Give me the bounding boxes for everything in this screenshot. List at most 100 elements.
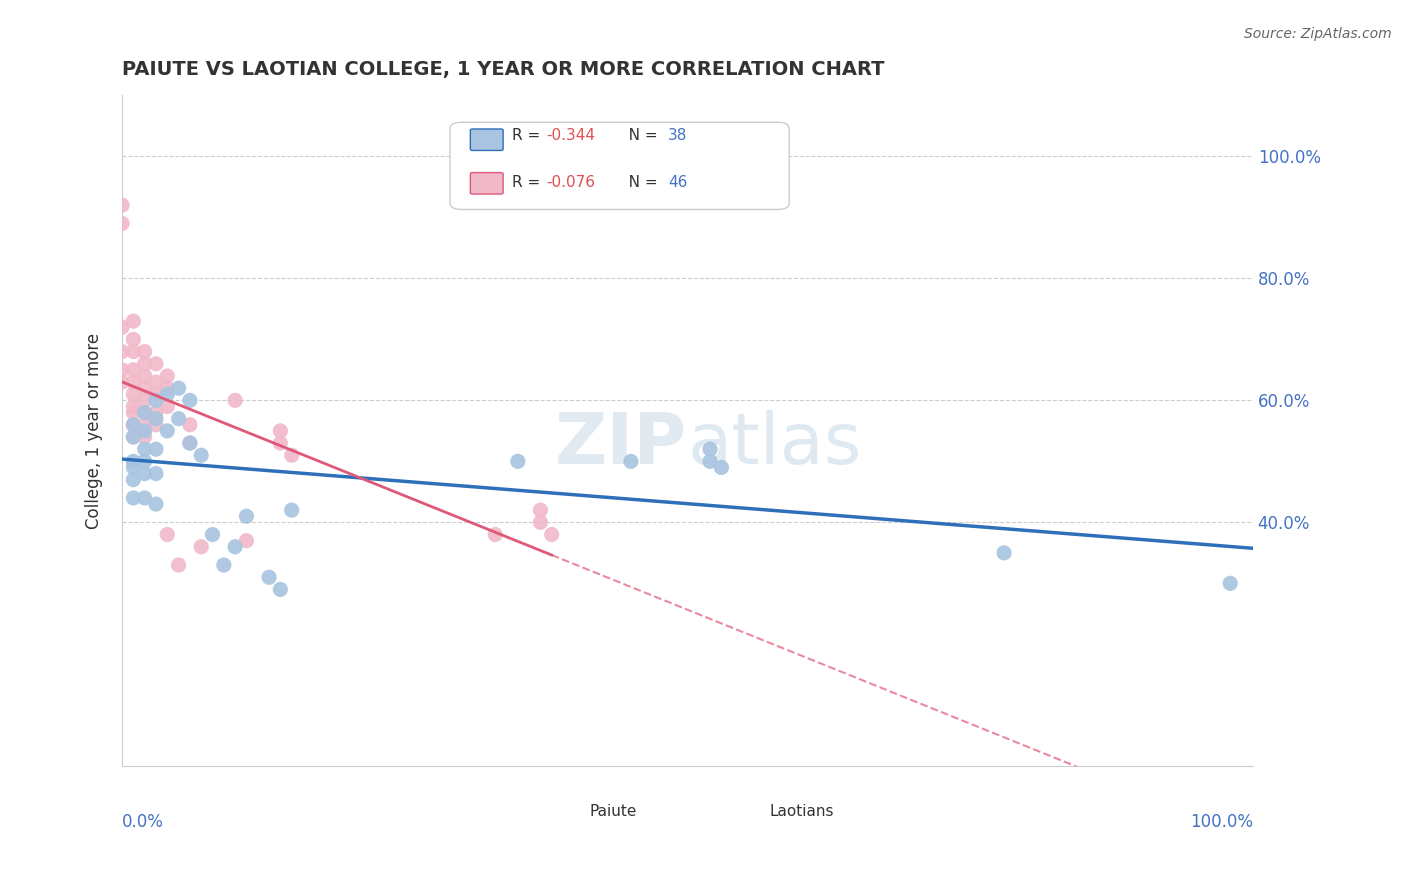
Point (111, 375, 134, 389)
Point (506, 454, 529, 468)
Text: Paiute: Paiute (589, 805, 637, 820)
Point (540, 527, 562, 541)
Point (122, 314, 145, 328)
Point (699, 454, 721, 468)
Point (179, 393, 201, 408)
Point (699, 442, 721, 457)
Text: ZIP: ZIP (555, 409, 688, 479)
Point (145, 375, 167, 389)
Point (145, 467, 167, 481)
FancyBboxPatch shape (550, 804, 582, 822)
Point (167, 411, 190, 425)
Text: R =: R = (512, 175, 546, 190)
Point (235, 533, 257, 548)
Point (529, 516, 551, 530)
Point (156, 527, 179, 541)
Point (122, 387, 145, 401)
Point (122, 400, 145, 414)
Point (122, 473, 145, 487)
Text: 0.0%: 0.0% (122, 814, 165, 831)
Point (134, 430, 156, 444)
Point (179, 436, 201, 450)
Point (134, 424, 156, 438)
Point (156, 369, 179, 384)
Point (257, 570, 280, 584)
Point (134, 381, 156, 395)
Point (134, 357, 156, 371)
Point (134, 417, 156, 432)
Text: N =: N = (614, 128, 662, 144)
Point (134, 393, 156, 408)
Point (269, 436, 291, 450)
Point (484, 527, 506, 541)
Point (145, 387, 167, 401)
Point (529, 503, 551, 517)
Point (111, 217, 134, 231)
Point (145, 417, 167, 432)
Point (167, 558, 190, 572)
Point (190, 540, 212, 554)
Point (269, 424, 291, 438)
Point (280, 503, 302, 517)
Point (111, 198, 134, 212)
Point (224, 540, 246, 554)
Point (145, 411, 167, 425)
Point (134, 442, 156, 457)
Text: Laotians: Laotians (770, 805, 835, 820)
Point (134, 406, 156, 420)
Text: -0.076: -0.076 (546, 175, 595, 190)
Point (1219, 576, 1241, 591)
Point (156, 381, 179, 395)
Point (224, 393, 246, 408)
Point (145, 442, 167, 457)
Point (122, 332, 145, 346)
Point (167, 381, 190, 395)
Point (122, 344, 145, 359)
Point (212, 558, 235, 572)
Point (134, 467, 156, 481)
Text: Source: ZipAtlas.com: Source: ZipAtlas.com (1244, 27, 1392, 41)
Point (111, 363, 134, 377)
Point (993, 546, 1015, 560)
Text: R =: R = (512, 128, 546, 144)
Y-axis label: College, 1 year or more: College, 1 year or more (86, 333, 103, 529)
Point (122, 375, 145, 389)
Point (122, 363, 145, 377)
Point (145, 393, 167, 408)
Point (122, 406, 145, 420)
Point (134, 344, 156, 359)
Point (134, 491, 156, 505)
Point (122, 417, 145, 432)
Text: atlas: atlas (688, 409, 862, 479)
Point (122, 460, 145, 475)
Point (134, 454, 156, 468)
FancyBboxPatch shape (471, 129, 503, 151)
FancyBboxPatch shape (730, 804, 763, 822)
Point (235, 509, 257, 524)
FancyBboxPatch shape (471, 172, 503, 194)
Point (156, 400, 179, 414)
Text: 46: 46 (668, 175, 688, 190)
Point (122, 430, 145, 444)
Point (145, 357, 167, 371)
Point (156, 387, 179, 401)
Point (620, 454, 643, 468)
Point (134, 406, 156, 420)
Point (122, 491, 145, 505)
Point (710, 460, 733, 475)
FancyBboxPatch shape (450, 122, 789, 210)
Point (269, 582, 291, 597)
Point (122, 417, 145, 432)
Point (179, 436, 201, 450)
Point (122, 430, 145, 444)
Text: -0.344: -0.344 (546, 128, 595, 144)
Text: 100.0%: 100.0% (1189, 814, 1253, 831)
Text: N =: N = (614, 175, 662, 190)
Point (280, 448, 302, 462)
Text: PAIUTE VS LAOTIAN COLLEGE, 1 YEAR OR MORE CORRELATION CHART: PAIUTE VS LAOTIAN COLLEGE, 1 YEAR OR MOR… (122, 60, 884, 78)
Point (179, 417, 201, 432)
Point (134, 369, 156, 384)
Point (201, 527, 224, 541)
Point (111, 320, 134, 334)
Point (122, 454, 145, 468)
